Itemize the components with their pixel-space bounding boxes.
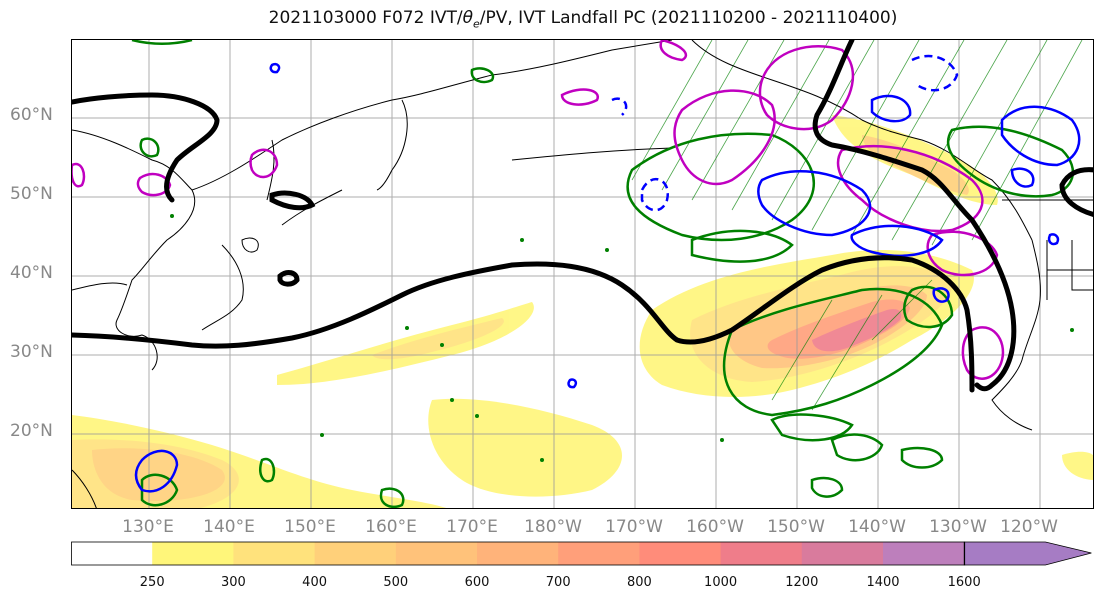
lat-label-60n: 60°N [10,105,53,125]
colorbar-cell [558,542,640,565]
colorbar-extend-arrow [963,541,1092,566]
us-state-lines [1046,240,1093,300]
east-contour [1059,167,1093,217]
lon-label-150e: 150°E [284,517,336,537]
lon-label-150w: 150°W [767,517,825,537]
coastlines [72,40,1093,508]
colorbar-cell [314,542,397,565]
map-title: 2021103000 F072 IVT/θe/PV, IVT Landfall … [268,8,898,31]
lat-label-20n: 20°N [10,421,53,441]
lon-label-180w: 180°W [524,517,582,537]
lon-label-160w: 160°W [686,517,744,537]
lon-label-160e: 160°E [365,517,417,537]
colorbar-tick-label: 1600 [947,575,981,590]
ivt-ar-1000 [812,309,902,352]
theta-e-contours [131,40,1074,508]
colorbar-outline [71,541,966,566]
colorbar-tick-label: 500 [383,575,409,590]
alaska-coast [691,40,1033,241]
philippines [72,469,97,508]
scatter-dots [170,214,1074,462]
ivt-mid-patch [428,398,622,497]
map-panel[interactable] [71,39,1094,509]
colorbar-tick-label: 800 [626,575,652,590]
ivt-east-small [1062,451,1093,480]
colorbar-cell [883,542,965,565]
northwest-contour [72,92,220,203]
colorbar-tick-label: 700 [545,575,571,590]
thick-black-contours [72,40,1093,393]
colorbar-cell [71,542,153,565]
lon-label-140w: 140°W [848,517,906,537]
colorbar-cell [801,542,884,565]
colorbar-cell [395,542,478,565]
ivt-shading [72,115,1093,508]
main-jet-contour [72,255,975,393]
lon-label-130e: 130°E [122,517,174,537]
colorbar-tick-label: 1200 [785,575,819,590]
siberia-coast [191,40,673,191]
colorbar-cell [152,542,234,565]
north-america-coast [991,239,1041,431]
colorbar-cell [233,542,316,565]
asia-coast [72,129,196,371]
ivt-subtropical-band [277,302,534,385]
kuril-aleutian-islands [281,147,673,226]
map-canvas [72,40,1093,508]
okhotsk-contour [269,190,316,211]
ivt-subtropical-band-inner [372,318,504,360]
pv-negative-contours [134,54,1081,493]
colorbar-cell [720,542,803,565]
colorbar-tick-label: 600 [464,575,490,590]
ivt-gulf-alaska-inner [862,135,969,195]
lon-label-140e: 140°E [203,517,255,537]
colorbar-tick-label: 300 [220,575,246,590]
colorbar-tick-label: 250 [139,575,165,590]
lat-label-30n: 30°N [10,342,53,362]
colorbar-tick-label: 400 [302,575,328,590]
colorbar-tick-label: 1400 [866,575,900,590]
ivt-colorbar [71,541,1092,566]
lon-label-130w: 130°W [929,517,987,537]
lat-label-40n: 40°N [10,263,53,283]
kamchatka [376,99,408,191]
colorbar-cell [639,542,722,565]
hokkaido [241,237,259,253]
japan-sea-contour [277,270,300,287]
colorbar-tick-label: 1000 [704,575,738,590]
pv-positive-contours [72,40,1005,380]
lon-label-170e: 170°E [446,517,498,537]
lon-label-170w: 170°W [605,517,663,537]
lon-label-120w: 120°W [1000,517,1058,537]
lat-label-50n: 50°N [10,184,53,204]
japan-honshu [201,244,244,331]
colorbar-cell [477,542,559,565]
alaska-contour [812,40,1017,392]
